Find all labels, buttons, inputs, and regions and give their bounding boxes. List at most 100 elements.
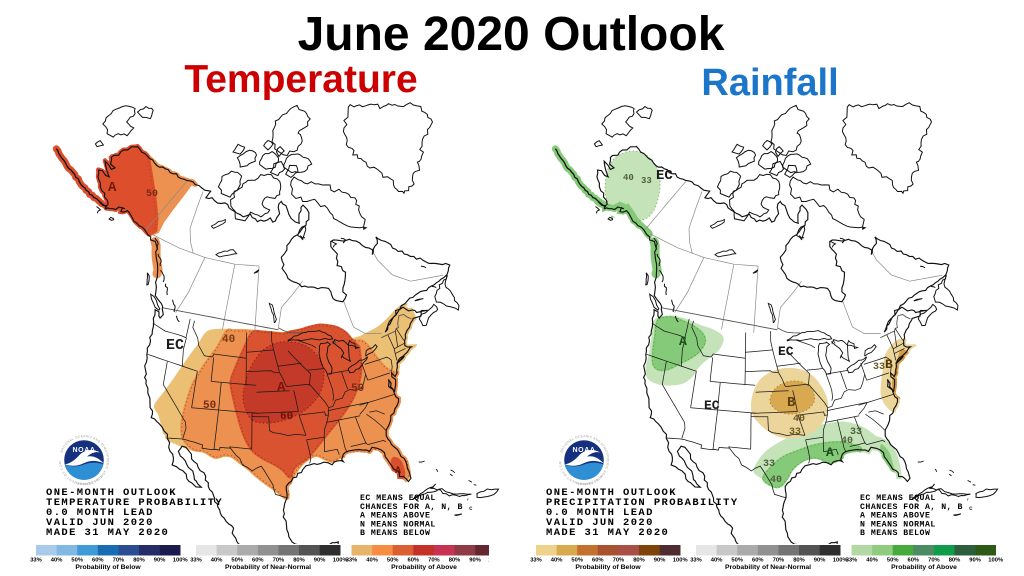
svg-text:33: 33	[641, 176, 652, 186]
svg-text:June 2020 Outlook: June 2020 Outlook	[298, 8, 725, 61]
svg-text:60: 60	[280, 411, 293, 423]
svg-text:A: A	[826, 445, 834, 460]
svg-text:40%: 40%	[551, 558, 563, 564]
svg-text:90%: 90%	[814, 558, 826, 564]
svg-text:A: A	[679, 334, 687, 349]
svg-text:Probability of Above: Probability of Above	[391, 564, 457, 571]
svg-text:60%: 60%	[592, 558, 604, 564]
svg-text:33: 33	[873, 362, 885, 373]
svg-text:50%: 50%	[231, 558, 243, 564]
svg-text:40: 40	[793, 414, 805, 425]
svg-text:40%: 40%	[51, 558, 63, 564]
svg-text:CHANCES FOR A, N, B: CHANCES FOR A, N, B	[360, 503, 463, 512]
svg-text:40%: 40%	[211, 558, 223, 564]
svg-text:100%: 100%	[173, 558, 188, 564]
svg-text:60%: 60%	[252, 558, 264, 564]
svg-text:60%: 60%	[407, 558, 419, 564]
svg-text:Probability of Near-Normal: Probability of Near-Normal	[725, 564, 811, 571]
svg-text:50%: 50%	[731, 558, 743, 564]
svg-text:40: 40	[623, 173, 634, 183]
svg-text:100%: 100%	[833, 558, 848, 564]
svg-text:c: c	[469, 505, 473, 512]
svg-text:80%: 80%	[293, 558, 305, 564]
svg-text:N MEANS NORMAL: N MEANS NORMAL	[860, 520, 936, 529]
svg-text:33%: 33%	[690, 558, 702, 564]
svg-text:70%: 70%	[613, 558, 625, 564]
svg-text:40%: 40%	[711, 558, 723, 564]
svg-text:70%: 70%	[273, 558, 285, 564]
svg-text:0.0 MONTH LEAD: 0.0 MONTH LEAD	[546, 507, 654, 519]
svg-text:80%: 80%	[449, 558, 461, 564]
svg-text:40%: 40%	[366, 558, 378, 564]
svg-text:33%: 33%	[190, 558, 202, 564]
svg-text:40: 40	[222, 334, 235, 346]
svg-text:80%: 80%	[633, 558, 645, 564]
svg-text:EC: EC	[778, 344, 794, 359]
svg-text:Probability of Above: Probability of Above	[891, 564, 957, 571]
svg-text:NOAA: NOAA	[572, 447, 595, 454]
svg-text:Probability of Below: Probability of Below	[75, 564, 141, 571]
svg-text:CHANCES FOR A, N, B: CHANCES FOR A, N, B	[860, 503, 963, 512]
svg-text:40: 40	[770, 475, 782, 486]
svg-text:A MEANS ABOVE: A MEANS ABOVE	[860, 512, 930, 521]
svg-text:VALID JUN 2020: VALID JUN 2020	[46, 517, 154, 529]
svg-text:33%: 33%	[346, 558, 358, 564]
svg-text:70%: 70%	[428, 558, 440, 564]
svg-text:EC MEANS EQUAL: EC MEANS EQUAL	[360, 494, 436, 503]
svg-text:VALID JUN 2020: VALID JUN 2020	[546, 517, 654, 529]
svg-text:A: A	[395, 466, 401, 477]
svg-text:33: 33	[789, 427, 801, 438]
svg-text:80%: 80%	[793, 558, 805, 564]
svg-text:90%: 90%	[154, 558, 166, 564]
svg-text:80%: 80%	[133, 558, 145, 564]
svg-text:A MEANS ABOVE: A MEANS ABOVE	[360, 512, 430, 521]
svg-text:70%: 70%	[773, 558, 785, 564]
svg-text:60%: 60%	[907, 558, 919, 564]
svg-text:MADE 31 MAY 2020: MADE 31 MAY 2020	[546, 527, 669, 539]
svg-text:80%: 80%	[949, 558, 961, 564]
svg-text:50: 50	[203, 400, 216, 412]
svg-text:70%: 70%	[113, 558, 125, 564]
svg-text:60%: 60%	[752, 558, 764, 564]
svg-text:50%: 50%	[387, 558, 399, 564]
svg-text:B: B	[787, 395, 796, 411]
svg-text:B MEANS BELOW: B MEANS BELOW	[360, 529, 430, 538]
svg-text:N MEANS NORMAL: N MEANS NORMAL	[360, 520, 436, 529]
svg-text:60%: 60%	[92, 558, 104, 564]
svg-text:100%: 100%	[333, 558, 348, 564]
svg-text:EC: EC	[704, 398, 720, 413]
svg-text:33%: 33%	[846, 558, 858, 564]
svg-text:100%: 100%	[673, 558, 688, 564]
svg-text:c: c	[969, 505, 973, 512]
svg-text:40: 40	[841, 436, 853, 447]
svg-text:ONE-MONTH OUTLOOK: ONE-MONTH OUTLOOK	[546, 487, 677, 499]
svg-text:100%: 100%	[988, 558, 1003, 564]
svg-text:MADE 31 MAY 2020: MADE 31 MAY 2020	[46, 527, 169, 539]
svg-text:B: B	[885, 357, 893, 372]
svg-text:50%: 50%	[887, 558, 899, 564]
svg-text:Probability of Near-Normal: Probability of Near-Normal	[225, 564, 311, 571]
svg-text:33: 33	[850, 427, 862, 438]
svg-text:70%: 70%	[928, 558, 940, 564]
svg-text:PRECIPITATION PROBABILITY: PRECIPITATION PROBABILITY	[546, 497, 739, 509]
svg-text:90%: 90%	[969, 558, 981, 564]
svg-text:90%: 90%	[654, 558, 666, 564]
svg-text:ONE-MONTH OUTLOOK: ONE-MONTH OUTLOOK	[46, 487, 177, 499]
svg-text:’: ’	[966, 498, 970, 505]
svg-text:Temperature: Temperature	[184, 58, 417, 101]
svg-text:EC MEANS EQUAL: EC MEANS EQUAL	[860, 494, 936, 503]
svg-text:EC: EC	[166, 337, 184, 354]
svg-text:Probability of Below: Probability of Below	[575, 564, 641, 571]
svg-text:Rainfall: Rainfall	[701, 62, 838, 104]
svg-text:33%: 33%	[530, 558, 542, 564]
svg-text:50%: 50%	[571, 558, 583, 564]
svg-text:40%: 40%	[866, 558, 878, 564]
svg-text:A: A	[108, 180, 117, 196]
svg-text:90%: 90%	[469, 558, 481, 564]
svg-text:33: 33	[763, 459, 775, 470]
svg-text:90%: 90%	[314, 558, 326, 564]
svg-text:50%: 50%	[71, 558, 83, 564]
svg-text:50: 50	[146, 189, 158, 200]
svg-text:50: 50	[351, 383, 364, 395]
svg-text:33%: 33%	[30, 558, 42, 564]
